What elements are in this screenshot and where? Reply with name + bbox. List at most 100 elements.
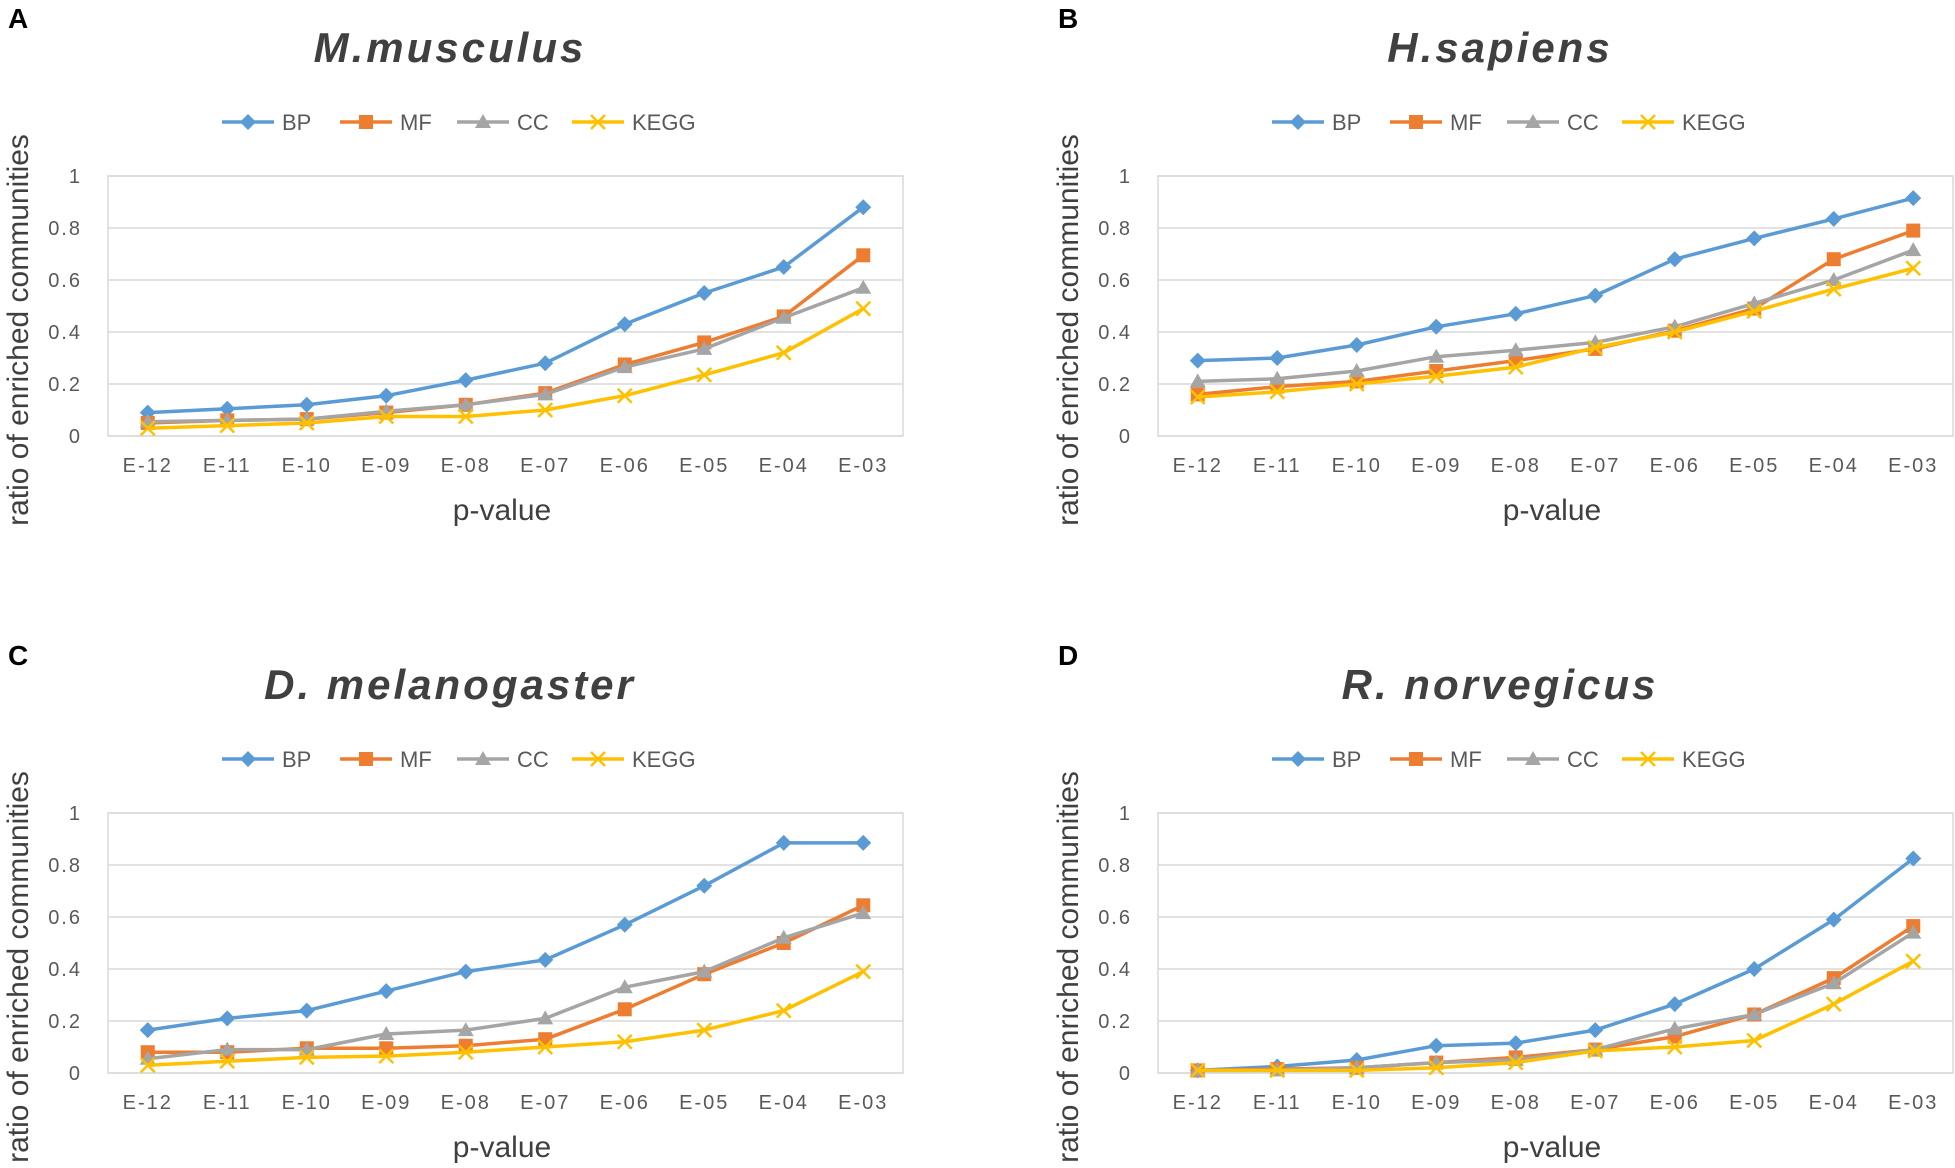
data-point [537, 386, 554, 401]
legend-item-cc: CC [457, 110, 549, 135]
x-tick-label: E-11 [203, 1092, 252, 1114]
data-point [1587, 287, 1604, 304]
data-point [617, 1002, 632, 1017]
series-line [147, 841, 864, 1032]
x-tick-label: E-07 [1570, 1092, 1620, 1114]
data-point [1666, 324, 1683, 340]
data-point [1269, 350, 1286, 366]
chart-title: D. melanogaster [264, 661, 636, 708]
legend-item-bp: BP [1272, 747, 1361, 772]
y-axis-label: ratio of enriched communities [1052, 134, 1085, 526]
panel-label: D [1058, 640, 1078, 671]
series-mf [1190, 223, 1921, 402]
data-point [379, 1041, 394, 1056]
x-axis-label: p-value [1503, 1131, 1601, 1164]
x-tick-label: E-10 [1332, 455, 1382, 477]
y-tick-label: 0.2 [48, 1011, 82, 1033]
data-point [1906, 223, 1921, 238]
data-point [457, 408, 474, 425]
x-axis-label: p-value [453, 494, 551, 527]
panel-label: A [8, 3, 28, 34]
series-cc [1189, 924, 1922, 1077]
data-point [538, 1032, 553, 1047]
series-mf [140, 898, 871, 1060]
data-point [1269, 383, 1286, 400]
data-point [1746, 230, 1763, 247]
x-axis-label: p-value [453, 1131, 551, 1164]
legend-item-mf: MF [340, 110, 432, 135]
data-point [139, 1022, 156, 1039]
data-point [855, 905, 872, 920]
data-point [775, 1002, 792, 1019]
legend-label: KEGG [632, 747, 696, 772]
data-point [1189, 389, 1206, 405]
panel-label: C [8, 640, 28, 671]
x-tick-label: E-08 [441, 455, 491, 477]
legend-marker [1290, 751, 1306, 767]
legend-label: CC [517, 747, 549, 772]
data-point [775, 929, 792, 944]
chart-title: R. norvegicus [1342, 661, 1659, 708]
legend-marker [1640, 751, 1656, 767]
y-tick-label: 0 [69, 1063, 82, 1085]
data-point [1189, 373, 1206, 388]
data-point [1507, 342, 1524, 357]
series-line [1197, 959, 1915, 1073]
data-point [1587, 1022, 1604, 1039]
data-point [1269, 370, 1286, 385]
series-bp [139, 834, 872, 1039]
y-tick-label: 0.8 [48, 855, 82, 877]
data-point [457, 396, 474, 411]
plot-area [1157, 175, 1954, 437]
data-point [1666, 1020, 1683, 1035]
x-tick-label: E-04 [1809, 455, 1859, 477]
series-bp [1189, 190, 1922, 369]
y-axis-label: ratio of enriched communities [1052, 771, 1085, 1163]
x-tick-label: E-04 [759, 1092, 809, 1114]
x-axis-label: p-value [1503, 494, 1601, 527]
data-point [855, 834, 872, 851]
x-tick-label: E-08 [1491, 455, 1541, 477]
legend-item-cc: CC [1507, 747, 1599, 772]
legend-marker [359, 752, 373, 766]
data-point [1428, 1059, 1445, 1076]
legend-item-cc: CC [1507, 110, 1599, 135]
data-point [1348, 376, 1365, 392]
data-point [616, 1033, 633, 1050]
x-tick-label: E-05 [1729, 1092, 1779, 1114]
series-line [147, 911, 864, 1061]
y-tick-label: 0.6 [48, 270, 82, 292]
x-tick-label: E-03 [1888, 1092, 1938, 1114]
series-line [147, 286, 864, 424]
data-point [696, 340, 713, 355]
y-tick-label: 0.4 [1098, 322, 1132, 344]
legend-marker [1409, 752, 1423, 766]
data-point [457, 1022, 474, 1037]
legend-item-kegg: KEGG [572, 747, 696, 772]
x-tick-label: E-06 [1650, 1092, 1700, 1114]
legend-marker [475, 114, 491, 128]
series-line [147, 205, 865, 415]
x-tick-label: E-11 [1253, 1092, 1302, 1114]
x-tick-label: E-12 [123, 455, 173, 477]
data-point [537, 402, 554, 418]
chart-panel-c: C D. melanogaster 0 0.2 0.4 0.6 0.8 1 E-12 E-11 E-… [2, 640, 904, 1164]
legend-marker [240, 751, 256, 767]
data-point [775, 309, 792, 324]
x-tick-label: E-06 [1650, 455, 1700, 477]
series-line [147, 903, 864, 1054]
data-point [1507, 359, 1524, 375]
data-point [855, 963, 872, 980]
series-cc [139, 279, 872, 428]
series-line [1197, 248, 1914, 384]
x-tick-label: E-03 [838, 455, 888, 477]
x-tick-label: E-09 [361, 1092, 411, 1114]
series-line [1197, 931, 1915, 1073]
legend-marker [1525, 751, 1541, 765]
legend-item-mf: MF [1390, 747, 1482, 772]
x-tick-label: E-10 [282, 455, 332, 477]
legend-item-mf: MF [1390, 110, 1482, 135]
legend-label: KEGG [1682, 110, 1746, 135]
data-point [457, 1044, 474, 1061]
